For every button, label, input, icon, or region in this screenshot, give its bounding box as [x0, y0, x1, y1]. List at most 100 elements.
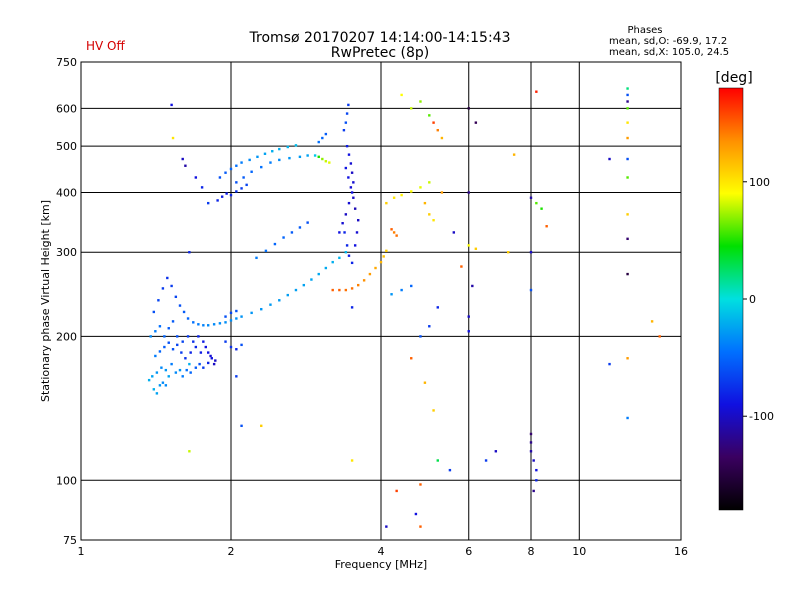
data-point: [432, 121, 434, 123]
data-point: [651, 320, 653, 322]
data-point: [385, 525, 387, 527]
x-tick-label: 16: [674, 545, 688, 558]
data-point: [468, 107, 470, 109]
y-tick-label: 300: [56, 246, 77, 259]
data-point: [626, 238, 628, 240]
data-point: [182, 340, 184, 342]
data-point: [468, 315, 470, 317]
data-point: [269, 303, 271, 305]
x-tick-label: 1: [78, 545, 85, 558]
colorbar-tick-label: -100: [749, 410, 774, 423]
data-point: [325, 160, 327, 162]
data-point: [345, 167, 347, 169]
data-point: [626, 137, 628, 139]
data-point: [260, 425, 262, 427]
data-point: [437, 459, 439, 461]
data-point: [240, 161, 242, 163]
data-point: [200, 351, 202, 353]
data-point: [245, 184, 247, 186]
data-point: [235, 348, 237, 350]
x-tick-label: 4: [378, 545, 385, 558]
x-tick-labels: 1 2 4 6 8 10 16: [78, 545, 689, 558]
data-point: [428, 325, 430, 327]
data-point: [287, 294, 289, 296]
x-tick-label: 6: [465, 545, 472, 558]
data-point: [346, 244, 348, 246]
data-point: [540, 207, 542, 209]
data-point: [179, 304, 181, 306]
data-point: [626, 273, 628, 275]
data-point: [214, 359, 216, 361]
data-point: [432, 219, 434, 221]
data-point: [271, 150, 273, 152]
data-point: [314, 154, 316, 156]
x-axis-label: Frequency [MHz]: [335, 558, 427, 571]
data-point: [153, 388, 155, 390]
data-point: [240, 344, 242, 346]
y-tick-label: 400: [56, 186, 77, 199]
data-point: [148, 379, 150, 381]
data-point: [192, 321, 194, 323]
data-point: [475, 121, 477, 123]
data-point: [230, 312, 232, 314]
data-point: [530, 441, 532, 443]
data-point: [347, 104, 349, 106]
data-point: [354, 244, 356, 246]
data-point: [351, 459, 353, 461]
data-point: [382, 255, 384, 257]
data-point: [176, 344, 178, 346]
data-point: [230, 346, 232, 348]
data-point: [250, 171, 252, 173]
data-point: [495, 450, 497, 452]
data-point: [453, 231, 455, 233]
data-point: [235, 317, 237, 319]
y-tick-label: 600: [56, 102, 77, 115]
y-tick-label: 200: [56, 330, 77, 343]
data-point: [332, 261, 334, 263]
data-point: [187, 335, 189, 337]
data-point: [626, 87, 628, 89]
data-point: [224, 315, 226, 317]
data-point: [419, 483, 421, 485]
data-point: [419, 186, 421, 188]
x-tick-label: 10: [572, 545, 586, 558]
data-point: [205, 346, 207, 348]
data-point: [235, 310, 237, 312]
data-point: [437, 306, 439, 308]
data-point: [159, 350, 161, 352]
stats-title: Phases: [627, 25, 662, 36]
data-point: [350, 186, 352, 188]
data-point: [189, 351, 191, 353]
data-point: [242, 176, 244, 178]
data-point: [530, 251, 532, 253]
data-point: [321, 158, 323, 160]
data-point: [235, 375, 237, 377]
data-point: [221, 195, 223, 197]
data-point: [532, 490, 534, 492]
data-point: [530, 433, 532, 435]
data-point: [278, 159, 280, 161]
data-point: [202, 340, 204, 342]
colorbar-tick-label: 0: [749, 293, 756, 306]
data-point: [274, 243, 276, 245]
data-point: [357, 284, 359, 286]
y-tick-label: 500: [56, 140, 77, 153]
data-point: [287, 146, 289, 148]
data-point: [348, 153, 350, 155]
stats-x: mean, sd,X: 105.0, 24.5: [609, 47, 729, 58]
data-point: [176, 335, 178, 337]
data-point: [357, 219, 359, 221]
data-point: [321, 137, 323, 139]
data-point: [507, 251, 509, 253]
data-point: [395, 490, 397, 492]
data-point: [170, 104, 172, 106]
data-point: [207, 351, 209, 353]
data-point: [186, 369, 188, 371]
data-point: [343, 231, 345, 233]
data-point: [166, 277, 168, 279]
data-point: [351, 287, 353, 289]
data-point: [626, 213, 628, 215]
data-point: [345, 213, 347, 215]
data-point: [415, 513, 417, 515]
data-point: [410, 107, 412, 109]
